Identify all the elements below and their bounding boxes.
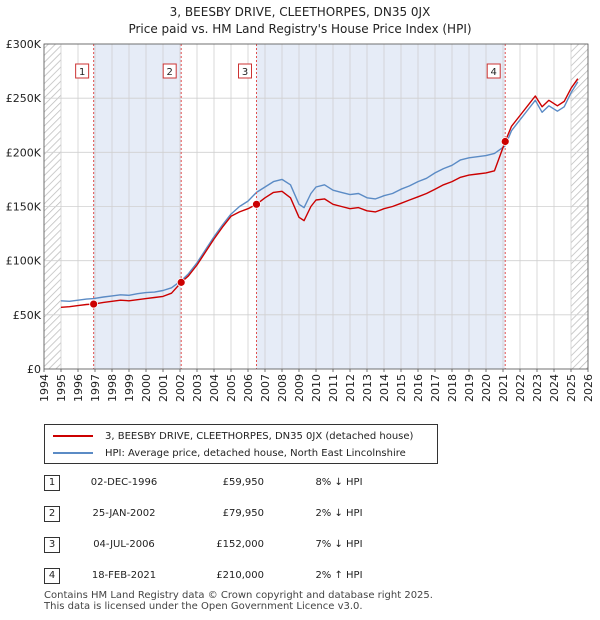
legend-label-property: 3, BEESBY DRIVE, CLEETHORPES, DN35 0JX (… xyxy=(105,430,414,442)
legend-item-hpi: HPI: Average price, detached house, Nort… xyxy=(53,445,406,461)
x-tick-label: 2022 xyxy=(514,374,527,402)
sale-label-box xyxy=(75,63,90,79)
x-tick-label: 2011 xyxy=(327,374,340,402)
sale-row: 3 04-JUL-2006 £152,000 7% ↓ HPI xyxy=(44,537,464,553)
sale-hpi-diff: 2% ↑ HPI xyxy=(315,570,363,581)
x-tick-label: 1999 xyxy=(123,374,136,402)
x-tick-label: 2002 xyxy=(174,374,187,402)
x-tick-label: 1997 xyxy=(89,374,102,402)
sale-point xyxy=(176,277,186,287)
x-tick-label: 2015 xyxy=(395,374,408,402)
x-tick-label: 2016 xyxy=(412,374,425,402)
sale-hpi-diff: 8% ↓ HPI xyxy=(315,477,363,488)
sale-hpi-diff: 2% ↓ HPI xyxy=(315,508,363,519)
sale-number-badge: 2 xyxy=(44,506,60,522)
y-tick-label: £50K xyxy=(13,309,42,322)
sale-date: 04-JUL-2006 xyxy=(93,539,155,550)
x-tick-label: 2007 xyxy=(259,374,272,402)
x-tick-label: 2001 xyxy=(157,374,170,402)
sale-label-box xyxy=(238,63,252,79)
sale-label-box xyxy=(162,63,177,79)
x-tick-label: 2014 xyxy=(378,374,391,402)
sale-date: 18-FEB-2021 xyxy=(91,570,157,581)
x-tick-label: 2025 xyxy=(565,374,578,402)
hpi-series-line xyxy=(60,81,579,302)
x-tick-label: 2017 xyxy=(429,374,442,402)
sale-label-text: 1 xyxy=(79,67,85,78)
sale-row: 4 18-FEB-2021 £210,000 2% ↑ HPI xyxy=(44,568,464,584)
footer-copyright: Contains HM Land Registry data © Crown c… xyxy=(44,590,433,601)
footer: Contains HM Land Registry data © Crown c… xyxy=(44,590,584,612)
chart-subtitle: Price paid vs. HM Land Registry's House … xyxy=(128,22,472,36)
sale-number-badge: 1 xyxy=(44,475,60,491)
legend-swatch-property xyxy=(53,435,93,437)
x-tick-label: 2026 xyxy=(582,374,595,402)
sale-number-badge: 4 xyxy=(44,568,60,584)
sale-hpi-diff: 7% ↓ HPI xyxy=(315,539,363,550)
y-tick-label: £300K xyxy=(6,38,42,51)
legend-swatch-hpi xyxy=(53,452,93,454)
x-tick-label: 2003 xyxy=(191,374,204,402)
y-tick-label: £150K xyxy=(6,201,42,214)
y-tick-label: £200K xyxy=(6,146,42,159)
x-tick-label: 2004 xyxy=(208,374,221,402)
x-tick-label: 1998 xyxy=(106,374,119,402)
y-tick-label: £250K xyxy=(6,92,42,105)
x-tick-label: 2012 xyxy=(344,374,357,402)
chart-title: 3, BEESBY DRIVE, CLEETHORPES, DN35 0JX xyxy=(169,5,431,19)
legend-item-property: 3, BEESBY DRIVE, CLEETHORPES, DN35 0JX (… xyxy=(53,428,413,444)
x-tick-label: 2013 xyxy=(361,374,374,402)
x-tick-label: 1994 xyxy=(38,374,51,402)
sale-date: 25-JAN-2002 xyxy=(92,508,156,519)
sale-point xyxy=(89,299,99,309)
legend-label-hpi: HPI: Average price, detached house, Nort… xyxy=(105,447,406,459)
chart-legend: 3, BEESBY DRIVE, CLEETHORPES, DN35 0JX (… xyxy=(44,424,438,464)
sale-price: £79,950 xyxy=(222,508,264,519)
sale-label-box xyxy=(486,63,501,79)
sale-row: 1 02-DEC-1996 £59,950 8% ↓ HPI xyxy=(44,475,464,491)
x-tick-label: 2008 xyxy=(276,374,289,402)
x-tick-label: 2010 xyxy=(310,374,323,402)
x-tick-label: 2024 xyxy=(548,374,561,402)
x-tick-label: 2020 xyxy=(480,374,493,402)
x-tick-label: 2023 xyxy=(531,374,544,402)
sale-price: £152,000 xyxy=(216,539,264,550)
sale-point xyxy=(500,137,510,146)
sale-label-text: 4 xyxy=(491,67,497,78)
sale-number-badge: 3 xyxy=(44,537,60,553)
x-tick-label: 2021 xyxy=(497,374,510,402)
price-chart: 1 2 3 4 £0 £50K £100K £150K £200K £250K £300K 1994… xyxy=(6,38,595,402)
y-tick-label: £100K xyxy=(6,255,42,268)
x-tick-label: 1995 xyxy=(55,374,68,402)
x-tick-label: 2006 xyxy=(242,374,255,402)
sale-row: 2 25-JAN-2002 £79,950 2% ↓ HPI xyxy=(44,506,464,522)
footer-licence: This data is licensed under the Open Gov… xyxy=(44,601,363,612)
sale-date: 02-DEC-1996 xyxy=(90,477,158,488)
sale-label-text: 3 xyxy=(242,67,248,78)
sale-point xyxy=(252,199,261,209)
sale-price: £210,000 xyxy=(216,570,264,581)
x-tick-label: 1996 xyxy=(72,374,85,402)
sale-price: £59,950 xyxy=(222,477,264,488)
x-tick-label: 2019 xyxy=(463,374,476,402)
x-tick-label: 2005 xyxy=(225,374,238,402)
property-series-line xyxy=(60,78,579,308)
x-tick-label: 2000 xyxy=(140,374,153,402)
y-tick-label: £0 xyxy=(27,363,41,376)
x-tick-label: 2018 xyxy=(446,374,459,402)
sale-label-text: 2 xyxy=(167,67,173,78)
x-tick-label: 2009 xyxy=(293,374,306,402)
